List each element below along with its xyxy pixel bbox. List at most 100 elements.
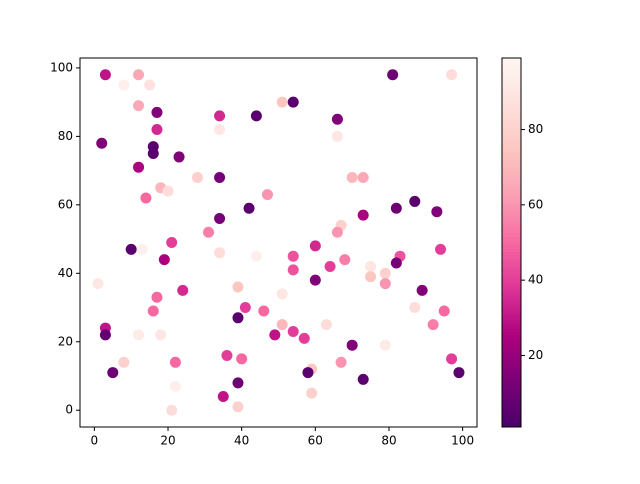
colorbar-segment bbox=[502, 230, 521, 234]
y-tick-label: 80 bbox=[58, 129, 73, 143]
colorbar-segment bbox=[502, 125, 521, 130]
point bbox=[203, 226, 215, 238]
colorbar-segment bbox=[502, 319, 521, 323]
y-tick-label: 20 bbox=[58, 334, 73, 348]
x-tick-label: 60 bbox=[308, 434, 323, 448]
colorbar-segment bbox=[502, 304, 521, 308]
point bbox=[162, 185, 174, 197]
colorbar-segment bbox=[502, 181, 521, 185]
point bbox=[133, 69, 145, 81]
colorbar-segment bbox=[502, 168, 521, 173]
point bbox=[169, 380, 181, 392]
point bbox=[118, 79, 130, 91]
point bbox=[276, 319, 288, 331]
point bbox=[118, 356, 130, 368]
point bbox=[136, 243, 148, 255]
point bbox=[320, 319, 332, 331]
point bbox=[357, 373, 369, 385]
colorbar-segment bbox=[502, 76, 521, 81]
point bbox=[173, 151, 185, 163]
point bbox=[387, 69, 399, 81]
colorbar-segment bbox=[502, 205, 521, 210]
colorbar-segment bbox=[502, 399, 521, 403]
point bbox=[177, 284, 189, 296]
colorbar-segment bbox=[502, 313, 521, 317]
colorbar-segment bbox=[502, 380, 521, 385]
colorbar-segment bbox=[502, 405, 521, 410]
colorbar-segment bbox=[502, 242, 521, 247]
point bbox=[217, 391, 229, 403]
point bbox=[298, 332, 310, 344]
colorbar-segment bbox=[502, 91, 521, 96]
colorbar-segment bbox=[502, 67, 521, 71]
point bbox=[243, 202, 255, 214]
colorbar-segment bbox=[502, 417, 521, 422]
colorbar-segment bbox=[502, 134, 521, 139]
colorbar-tick-label: 40 bbox=[528, 273, 543, 287]
colorbar-segment bbox=[502, 371, 521, 376]
colorbar-segment bbox=[502, 174, 521, 179]
colorbar-segment bbox=[502, 362, 521, 366]
colorbar-segment bbox=[502, 64, 521, 68]
colorbar-segment bbox=[502, 202, 521, 207]
colorbar-segment bbox=[502, 325, 521, 330]
colorbar-segment bbox=[502, 239, 521, 243]
colorbar-segment bbox=[502, 420, 521, 425]
colorbar-segment bbox=[502, 310, 521, 314]
point bbox=[151, 106, 163, 118]
colorbar-segment bbox=[502, 270, 521, 274]
point bbox=[365, 260, 377, 272]
colorbar-segment bbox=[502, 141, 521, 145]
point bbox=[438, 305, 450, 317]
point bbox=[346, 171, 358, 183]
colorbar-segment bbox=[502, 236, 521, 240]
colorbar-segment bbox=[502, 347, 521, 351]
colorbar-segment bbox=[502, 368, 521, 373]
point bbox=[232, 312, 244, 324]
colorbar-segment bbox=[502, 104, 521, 108]
colorbar-segment bbox=[502, 328, 521, 333]
colorbar-tick-label: 60 bbox=[528, 197, 543, 211]
colorbar-segment bbox=[502, 110, 521, 114]
colorbar-segment bbox=[502, 393, 521, 397]
point bbox=[431, 206, 443, 218]
point bbox=[214, 247, 226, 259]
colorbar-segment bbox=[502, 208, 521, 213]
point bbox=[133, 329, 145, 341]
colorbar-segment bbox=[502, 153, 521, 157]
point bbox=[214, 110, 226, 122]
x-tick-label: 0 bbox=[91, 434, 99, 448]
colorbar-segment bbox=[502, 61, 521, 65]
point bbox=[287, 264, 299, 276]
point bbox=[214, 213, 226, 225]
colorbar-segment bbox=[502, 101, 521, 105]
point bbox=[390, 257, 402, 269]
colorbar-segment bbox=[502, 88, 521, 93]
colorbar-segment bbox=[502, 337, 521, 342]
point bbox=[335, 356, 347, 368]
point bbox=[309, 240, 321, 252]
colorbar-segment bbox=[502, 411, 521, 416]
colorbar-segment bbox=[502, 190, 521, 194]
colorbar-segment bbox=[502, 276, 521, 280]
colorbar-segment bbox=[502, 387, 521, 391]
colorbar-segment bbox=[502, 408, 521, 413]
colorbar-segment bbox=[502, 82, 521, 87]
point bbox=[166, 237, 178, 248]
colorbar-segment bbox=[502, 282, 521, 287]
point bbox=[158, 254, 170, 266]
point bbox=[125, 243, 137, 255]
point bbox=[144, 79, 156, 91]
point bbox=[287, 96, 299, 108]
colorbar-segment bbox=[502, 257, 521, 262]
point bbox=[99, 329, 111, 341]
y-tick-label: 0 bbox=[65, 403, 73, 417]
colorbar-segment bbox=[502, 251, 521, 256]
point bbox=[133, 161, 145, 173]
colorbar-segment bbox=[502, 171, 521, 176]
colorbar-segment bbox=[502, 94, 521, 99]
point bbox=[302, 367, 314, 379]
x-tick-label: 80 bbox=[381, 434, 396, 448]
point bbox=[258, 305, 270, 317]
colorbar-segment bbox=[502, 396, 521, 400]
